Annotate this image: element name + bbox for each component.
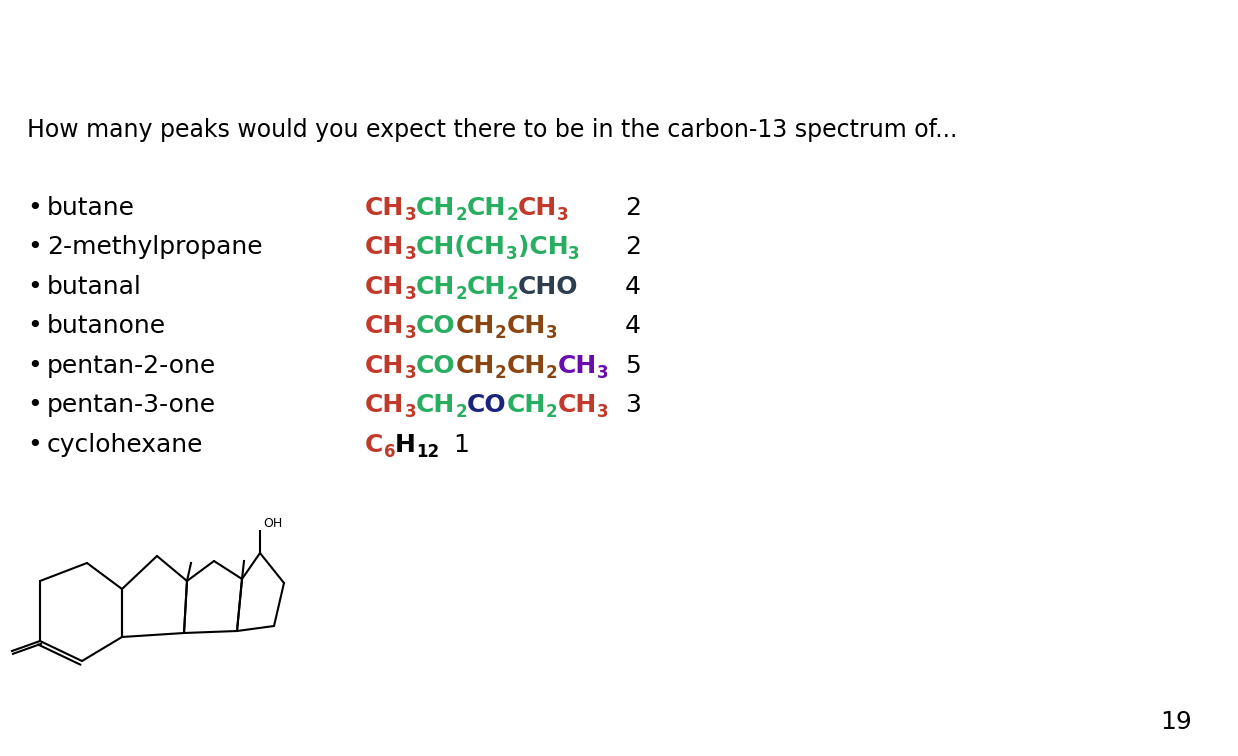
Text: CH: CH (365, 235, 405, 259)
Text: butanone: butanone (47, 314, 166, 338)
Text: CH: CH (557, 393, 597, 417)
Text: 2: 2 (456, 206, 467, 225)
Text: How many peaks would you expect there to be in the carbon-13 spectrum of...: How many peaks would you expect there to… (27, 119, 958, 142)
Text: 2: 2 (546, 404, 557, 421)
Text: butane: butane (47, 197, 135, 220)
Text: CH: CH (365, 393, 405, 417)
Text: 2: 2 (506, 285, 517, 302)
Text: 1: 1 (453, 433, 469, 457)
Text: 2: 2 (625, 235, 641, 259)
Text: 5: 5 (625, 354, 641, 378)
Text: 2: 2 (456, 404, 467, 421)
Text: CH: CH (416, 393, 456, 417)
Text: 3: 3 (405, 404, 416, 421)
Text: CH: CH (365, 197, 405, 220)
Text: 3: 3 (405, 245, 416, 263)
Text: )CH: )CH (517, 235, 568, 259)
Text: 3: 3 (597, 404, 608, 421)
Text: CH(CH: CH(CH (416, 235, 506, 259)
Text: 3: 3 (405, 285, 416, 302)
Text: CH: CH (416, 197, 456, 220)
Text: •: • (27, 314, 42, 338)
Text: CH: CH (416, 274, 456, 299)
Text: 2: 2 (495, 324, 506, 342)
Text: 3: 3 (405, 206, 416, 225)
Text: 6: 6 (384, 443, 395, 461)
Text: 4: 4 (625, 314, 641, 338)
Text: CH: CH (365, 274, 405, 299)
Text: •: • (27, 197, 42, 220)
Text: pentan-3-one: pentan-3-one (47, 393, 217, 417)
Text: CO: CO (467, 393, 506, 417)
Text: 2: 2 (625, 197, 641, 220)
Text: 3: 3 (546, 324, 557, 342)
Text: C: C (365, 433, 384, 457)
Text: 4: 4 (625, 274, 641, 299)
Text: pentan-2-one: pentan-2-one (47, 354, 217, 378)
Text: 2: 2 (495, 364, 506, 382)
Text: 3: 3 (597, 364, 608, 382)
Text: CH: CH (365, 314, 405, 338)
Text: 12: 12 (416, 443, 439, 461)
Text: H: H (395, 433, 416, 457)
Text: CO: CO (416, 354, 456, 378)
Text: •: • (27, 274, 42, 299)
Text: CH: CH (365, 354, 405, 378)
Text: CH: CH (506, 393, 546, 417)
Text: 3: 3 (625, 393, 641, 417)
Text: CH: CH (517, 197, 557, 220)
Text: CH: CH (456, 314, 495, 338)
Text: •: • (27, 433, 42, 457)
Text: 2: 2 (456, 285, 467, 302)
Text: •: • (27, 393, 42, 417)
Text: CH: CH (506, 314, 546, 338)
Text: CH: CH (467, 197, 506, 220)
Text: CH: CH (506, 354, 546, 378)
Text: CH: CH (467, 274, 506, 299)
Text: 3: 3 (405, 364, 416, 382)
Text: 2: 2 (546, 364, 557, 382)
Text: 3: 3 (557, 206, 568, 225)
Text: 2: 2 (506, 206, 517, 225)
Text: CH: CH (456, 354, 495, 378)
Text: 2-methylpropane: 2-methylpropane (47, 235, 262, 259)
Text: •: • (27, 235, 42, 259)
Text: 3: 3 (506, 245, 517, 263)
Text: CH: CH (557, 354, 597, 378)
Text: CO: CO (416, 314, 456, 338)
Text: butanal: butanal (47, 274, 142, 299)
Text: •: • (27, 354, 42, 378)
Text: cyclohexane: cyclohexane (47, 433, 203, 457)
Text: 19: 19 (1160, 710, 1192, 734)
Text: 3: 3 (568, 245, 579, 263)
Text: OH: OH (262, 517, 282, 530)
Text: 3: 3 (405, 324, 416, 342)
Text: CHO: CHO (517, 274, 578, 299)
